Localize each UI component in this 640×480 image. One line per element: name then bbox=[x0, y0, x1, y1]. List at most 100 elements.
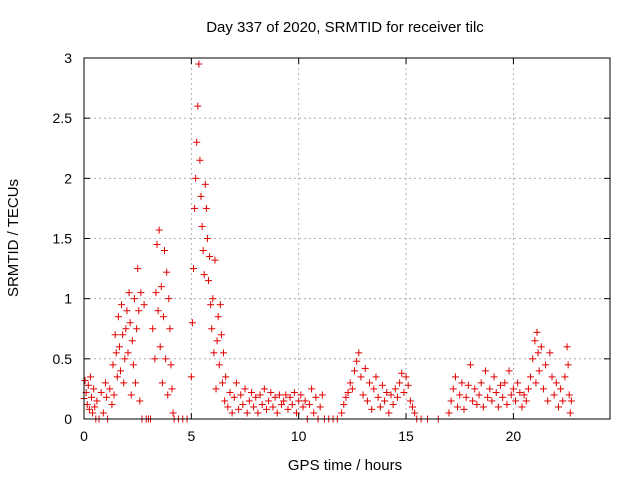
data-point bbox=[466, 361, 474, 369]
data-point bbox=[114, 313, 122, 321]
data-point bbox=[208, 325, 216, 333]
data-point bbox=[125, 289, 133, 297]
data-point bbox=[456, 391, 464, 399]
data-point bbox=[85, 405, 93, 413]
data-point bbox=[256, 391, 264, 399]
data-point bbox=[254, 409, 262, 417]
x-tick-label: 10 bbox=[291, 428, 307, 444]
data-point bbox=[348, 385, 356, 393]
data-point bbox=[563, 343, 571, 351]
data-point bbox=[299, 403, 307, 411]
data-point bbox=[477, 379, 485, 387]
data-point bbox=[191, 204, 199, 212]
data-point bbox=[122, 325, 130, 333]
data-point bbox=[258, 401, 266, 409]
data-point bbox=[544, 397, 552, 405]
data-point bbox=[192, 174, 200, 182]
y-tick-label: 1.5 bbox=[53, 231, 73, 247]
data-point bbox=[210, 349, 218, 357]
data-point bbox=[378, 381, 386, 389]
data-point bbox=[241, 385, 249, 393]
data-point bbox=[381, 397, 389, 405]
data-point bbox=[201, 180, 209, 188]
data-point bbox=[391, 385, 399, 393]
data-point bbox=[86, 373, 94, 381]
axis-ticks bbox=[83, 57, 610, 420]
data-point bbox=[159, 313, 167, 321]
data-point bbox=[520, 391, 528, 399]
data-point bbox=[278, 401, 286, 409]
data-point bbox=[372, 373, 380, 381]
data-point bbox=[129, 361, 137, 369]
data-point bbox=[195, 60, 203, 68]
data-point bbox=[137, 289, 145, 297]
data-point bbox=[552, 379, 560, 387]
data-point bbox=[509, 385, 517, 393]
data-point bbox=[471, 385, 479, 393]
data-point bbox=[273, 409, 281, 417]
data-point bbox=[503, 401, 511, 409]
data-point bbox=[548, 373, 556, 381]
data-point bbox=[167, 361, 175, 369]
data-point bbox=[232, 379, 240, 387]
grid-lines bbox=[84, 58, 610, 419]
data-point bbox=[193, 138, 201, 146]
data-point bbox=[280, 397, 288, 405]
data-point bbox=[133, 325, 141, 333]
data-point bbox=[198, 222, 206, 230]
data-point bbox=[484, 393, 492, 401]
data-point bbox=[374, 393, 382, 401]
data-point bbox=[120, 379, 128, 387]
data-point bbox=[473, 401, 481, 409]
data-point bbox=[406, 397, 414, 405]
data-point bbox=[449, 385, 457, 393]
data-point bbox=[546, 349, 554, 357]
data-point bbox=[194, 102, 202, 110]
data-point bbox=[531, 337, 539, 345]
data-point bbox=[342, 393, 350, 401]
data-point bbox=[501, 379, 509, 387]
data-point bbox=[462, 393, 470, 401]
data-point bbox=[153, 241, 161, 249]
data-point bbox=[260, 385, 268, 393]
data-point bbox=[119, 331, 127, 339]
data-point bbox=[124, 349, 132, 357]
data-point bbox=[396, 379, 404, 387]
data-point bbox=[295, 397, 303, 405]
data-point bbox=[200, 271, 208, 279]
data-point bbox=[566, 409, 574, 417]
data-point bbox=[505, 367, 513, 375]
data-point bbox=[535, 367, 543, 375]
data-point bbox=[213, 337, 221, 345]
data-point bbox=[118, 301, 126, 309]
data-point bbox=[106, 385, 114, 393]
data-point bbox=[250, 403, 258, 411]
data-point bbox=[205, 277, 213, 285]
data-point bbox=[318, 391, 326, 399]
data-point bbox=[338, 409, 346, 417]
data-point bbox=[376, 403, 384, 411]
data-point bbox=[310, 409, 318, 417]
data-point bbox=[161, 247, 169, 255]
data-point bbox=[88, 393, 96, 401]
data-point bbox=[387, 391, 395, 399]
data-point bbox=[116, 367, 124, 375]
data-point bbox=[237, 391, 245, 399]
data-point bbox=[152, 289, 160, 297]
data-point bbox=[533, 328, 541, 336]
data-point bbox=[529, 355, 537, 363]
data-point bbox=[361, 364, 369, 372]
data-point bbox=[557, 385, 565, 393]
data-point bbox=[293, 409, 301, 417]
data-point bbox=[451, 373, 459, 381]
data-point bbox=[516, 389, 524, 397]
data-point bbox=[211, 256, 219, 264]
data-point bbox=[393, 393, 401, 401]
data-point bbox=[90, 385, 98, 393]
data-point bbox=[202, 204, 210, 212]
data-point bbox=[411, 409, 419, 417]
data-point bbox=[156, 343, 164, 351]
data-point bbox=[282, 391, 290, 399]
data-point bbox=[169, 409, 177, 417]
